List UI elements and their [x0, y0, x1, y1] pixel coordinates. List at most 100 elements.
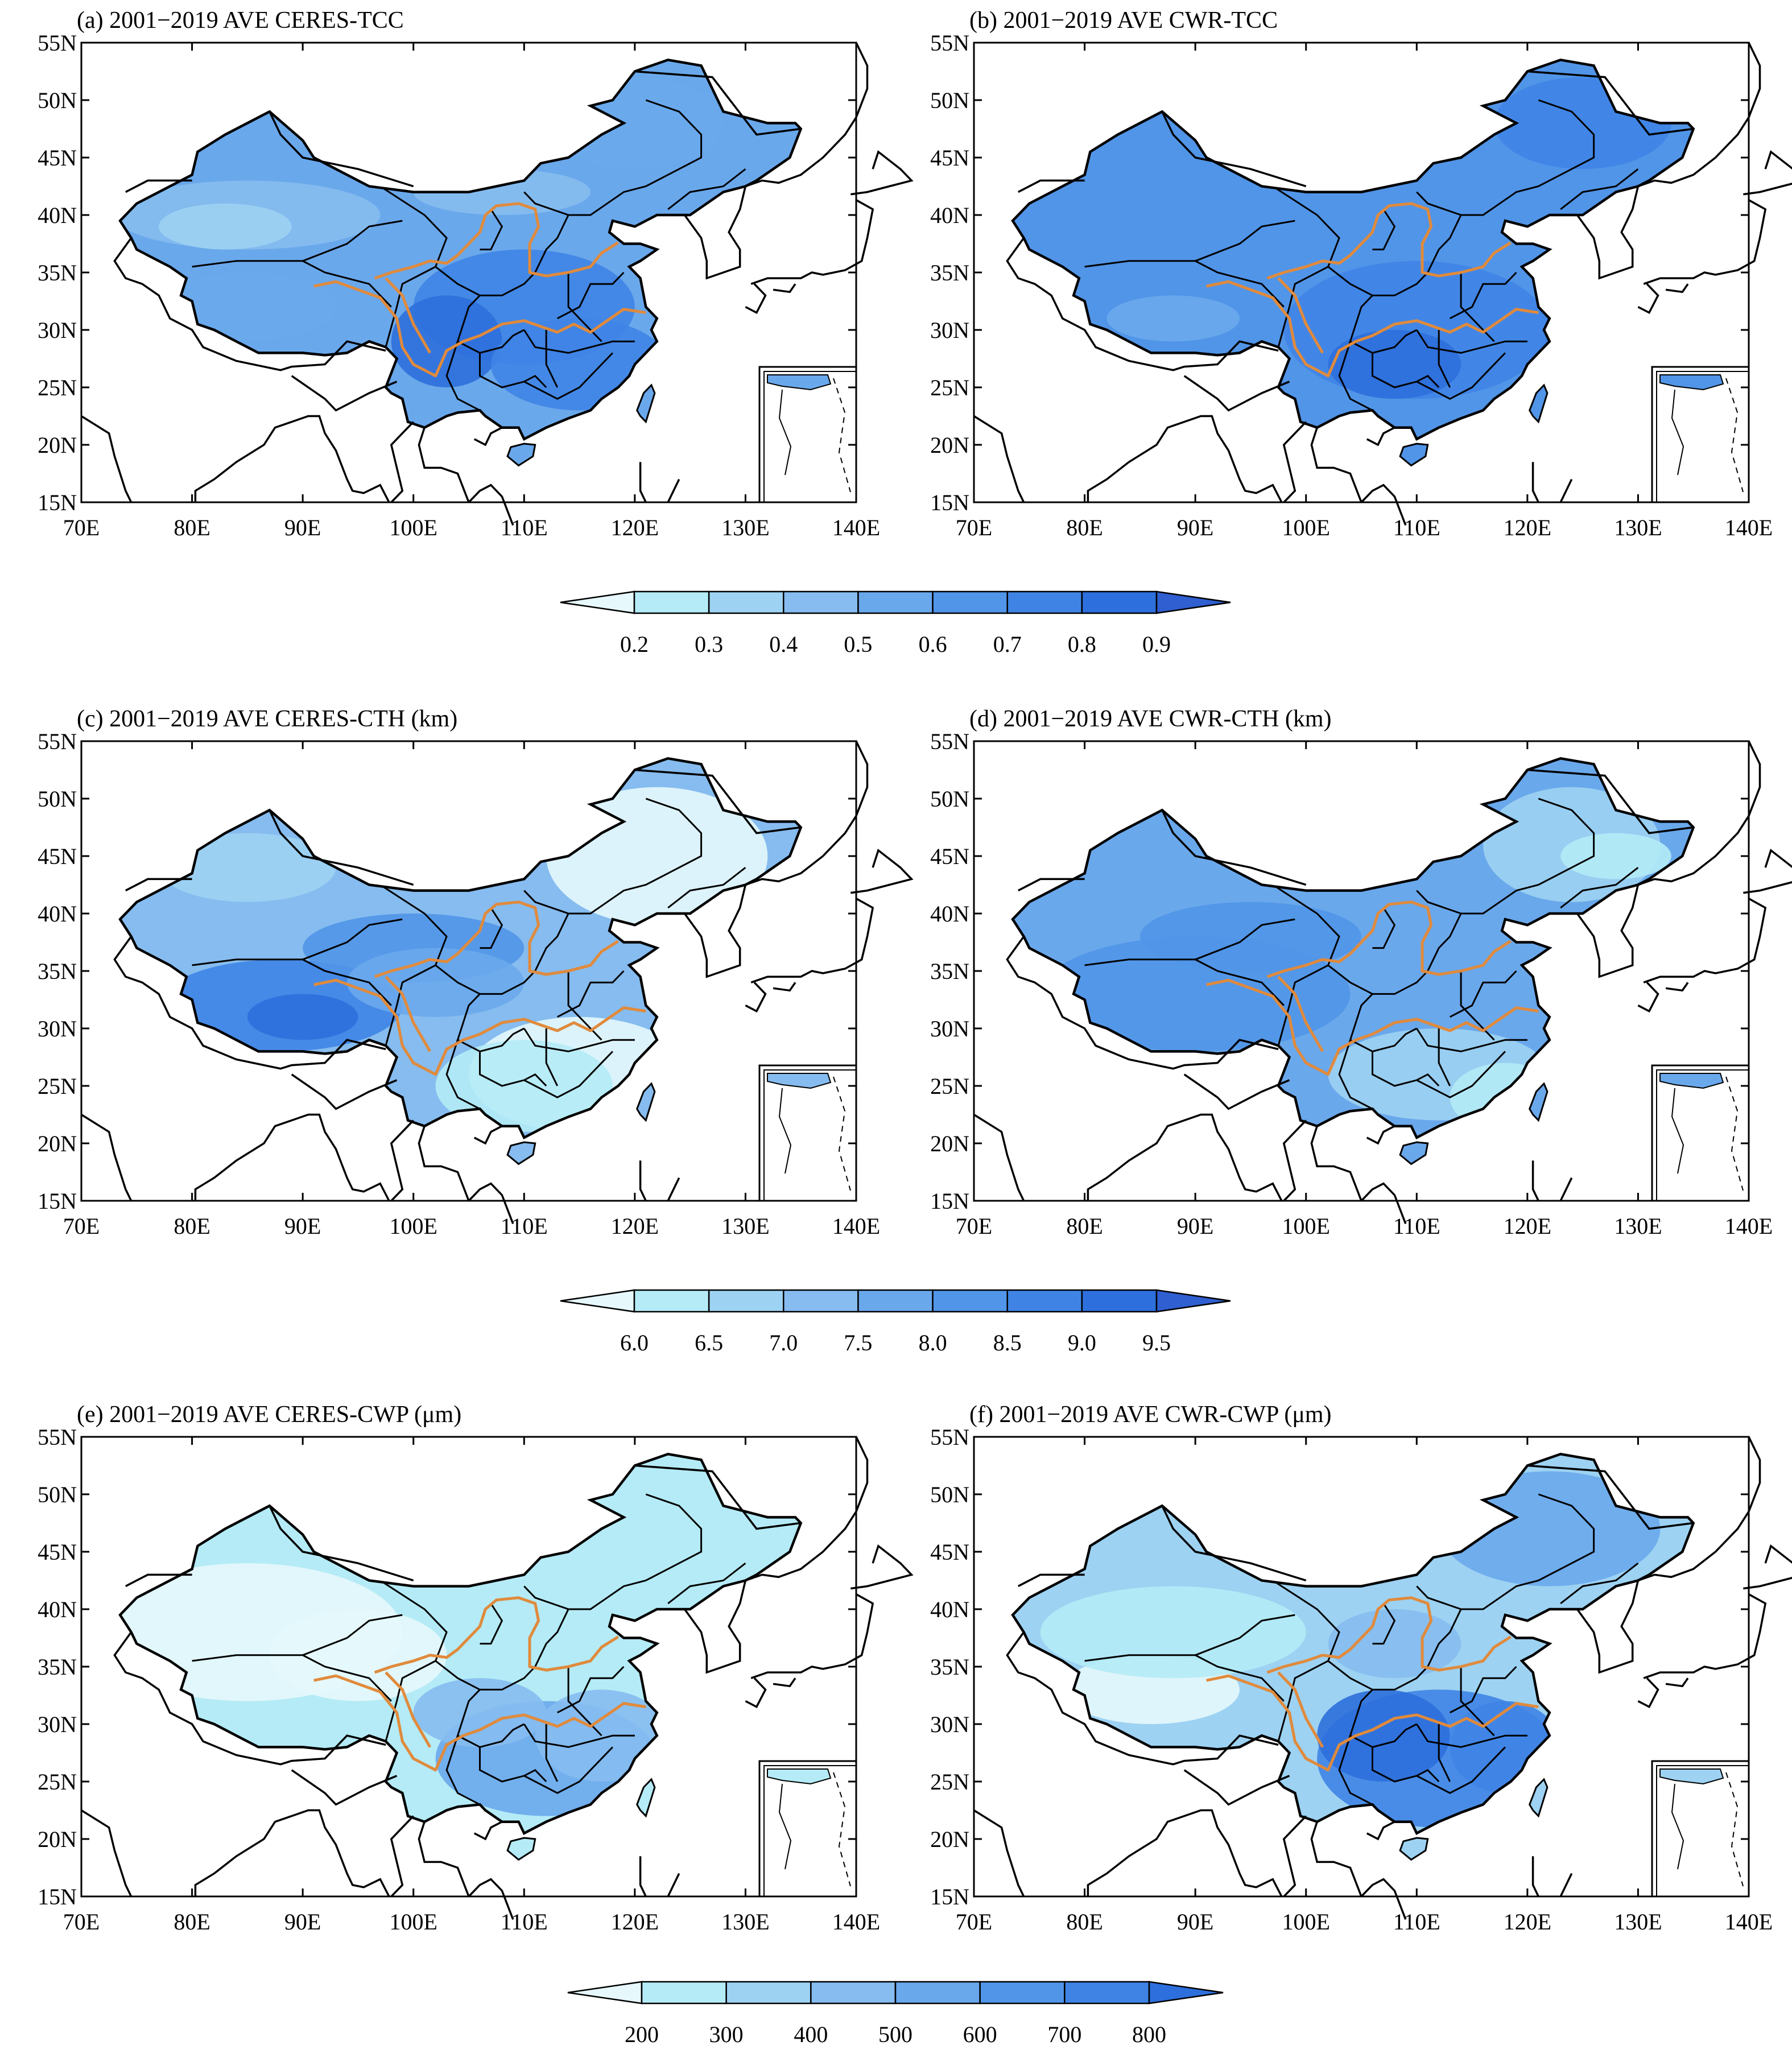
lat-tick-label: 55N: [930, 30, 969, 56]
colorbar-box: [783, 590, 859, 614]
panel-title-f: (f) 2001−2019 AVE CWR-CWP (μm): [969, 1402, 1332, 1428]
coastlines: [81, 42, 914, 526]
hainan-island: [1399, 1837, 1429, 1861]
coastlines: [81, 741, 914, 1225]
lon-tick-label: 80E: [174, 1909, 210, 1935]
colorbar-min-arrow: [560, 1289, 635, 1313]
province-boundaries: [1084, 1493, 1639, 1805]
lat-tick-label: 25N: [38, 1769, 77, 1795]
lon-tick-label: 130E: [721, 1213, 769, 1239]
south-china-sea-inset: [1651, 1064, 1750, 1202]
colorbar-box: [932, 1289, 1008, 1313]
field-patch: [413, 1678, 547, 1747]
lon-tick-label: 130E: [721, 1909, 769, 1935]
field-patch: [159, 203, 292, 250]
lon-tick-label: 70E: [956, 515, 992, 540]
lat-tick-label: 45N: [930, 1539, 969, 1565]
lat-tick-label: 40N: [930, 203, 969, 228]
lat-tick-label: 20N: [930, 432, 969, 458]
lon-tick-label: 100E: [389, 1909, 437, 1935]
panel-title-a: (a) 2001−2019 AVE CERES-TCC: [77, 7, 404, 34]
lon-tick-label: 70E: [956, 1213, 992, 1239]
hainan-island: [506, 443, 536, 467]
lat-tick-label: 20N: [38, 1826, 77, 1852]
china-outline: [118, 58, 803, 441]
lon-tick-label: 90E: [1177, 515, 1213, 540]
lon-tick-label: 110E: [501, 1213, 548, 1239]
lat-tick-label: 20N: [38, 1131, 77, 1156]
lat-tick-label: 40N: [38, 203, 77, 228]
lat-tick-label: 45N: [38, 1539, 77, 1565]
lat-tick-label: 15N: [930, 490, 969, 515]
lon-tick-label: 140E: [1725, 1213, 1773, 1239]
china-outline: [1011, 58, 1695, 441]
lon-tick-label: 110E: [1393, 1909, 1440, 1935]
colorbar-label: 200: [625, 2022, 659, 2047]
taiwan-island: [1529, 383, 1549, 424]
lat-tick-label: 30N: [38, 1712, 77, 1737]
hainan-island: [1399, 443, 1429, 467]
rivers: [1206, 1596, 1539, 1772]
south-china-sea-inset: [1651, 366, 1750, 503]
colorbar-label: 7.5: [844, 1330, 872, 1356]
lon-tick-label: 80E: [174, 1213, 210, 1239]
lon-tick-label: 100E: [389, 515, 437, 540]
colorbar-box: [708, 1289, 784, 1313]
china-outline: [1011, 757, 1695, 1139]
lat-tick-label: 30N: [930, 317, 969, 343]
colorbar-3: 200 300 400 500 600 700 800: [567, 1981, 1224, 2047]
lon-tick-label: 70E: [63, 1909, 100, 1935]
lat-tick-label: 30N: [38, 317, 77, 343]
colorbar-box: [708, 590, 784, 614]
lat-tick-label: 20N: [930, 1131, 969, 1156]
lon-tick-label: 100E: [1282, 515, 1329, 540]
colorbar-box: [633, 1289, 710, 1313]
lon-tick-label: 100E: [389, 1213, 437, 1239]
hainan-island: [1399, 1141, 1429, 1166]
lat-tick-label: 25N: [38, 375, 77, 400]
field-patch: [1328, 330, 1461, 399]
lat-tick-label: 30N: [38, 1016, 77, 1042]
lat-tick-label: 55N: [930, 1424, 969, 1450]
taiwan-island: [1529, 1082, 1549, 1122]
lon-tick-label: 100E: [1282, 1213, 1329, 1239]
coastlines: [81, 1436, 914, 1920]
colorbar-label: 300: [709, 2022, 744, 2047]
lon-tick-label: 120E: [611, 1909, 659, 1935]
lat-tick-label: 15N: [38, 490, 77, 515]
colorbar-label: 6.0: [620, 1330, 649, 1356]
field-patch: [1560, 833, 1671, 879]
lat-tick-label: 25N: [930, 375, 969, 400]
province-boundaries: [192, 1493, 746, 1805]
lat-tick-label: 50N: [930, 88, 969, 113]
rivers: [313, 202, 646, 378]
province-boundaries: [192, 797, 746, 1110]
rivers: [1206, 900, 1539, 1076]
lon-tick-label: 120E: [611, 515, 659, 540]
lat-tick-label: 50N: [38, 786, 77, 812]
lon-tick-label: 80E: [1066, 1213, 1103, 1239]
lat-tick-label: 40N: [930, 1597, 969, 1622]
lon-tick-label: 90E: [1177, 1213, 1213, 1239]
lat-tick-label: 55N: [38, 1424, 77, 1450]
lat-tick-label: 55N: [38, 729, 77, 754]
lon-tick-label: 120E: [611, 1213, 659, 1239]
lat-tick-label: 45N: [930, 844, 969, 869]
colorbar-min-arrow: [567, 1981, 643, 2005]
taiwan-island: [636, 1778, 656, 1818]
taiwan-island: [636, 383, 656, 424]
lat-tick-label: 25N: [930, 1769, 969, 1795]
lat-tick-label: 50N: [930, 786, 969, 812]
coastlines: [973, 741, 1792, 1225]
colorbar-box: [1081, 1289, 1158, 1313]
province-boundaries: [192, 99, 746, 411]
lon-tick-label: 80E: [1066, 1909, 1103, 1935]
colorbar-label: 0.2: [620, 631, 649, 657]
lat-tick-label: 45N: [38, 145, 77, 171]
south-china-sea-inset: [758, 1064, 857, 1202]
lat-tick-label: 50N: [38, 88, 77, 113]
lat-tick-label: 15N: [930, 1884, 969, 1910]
colorbar-box: [1081, 590, 1158, 614]
lon-tick-label: 120E: [1504, 515, 1551, 540]
